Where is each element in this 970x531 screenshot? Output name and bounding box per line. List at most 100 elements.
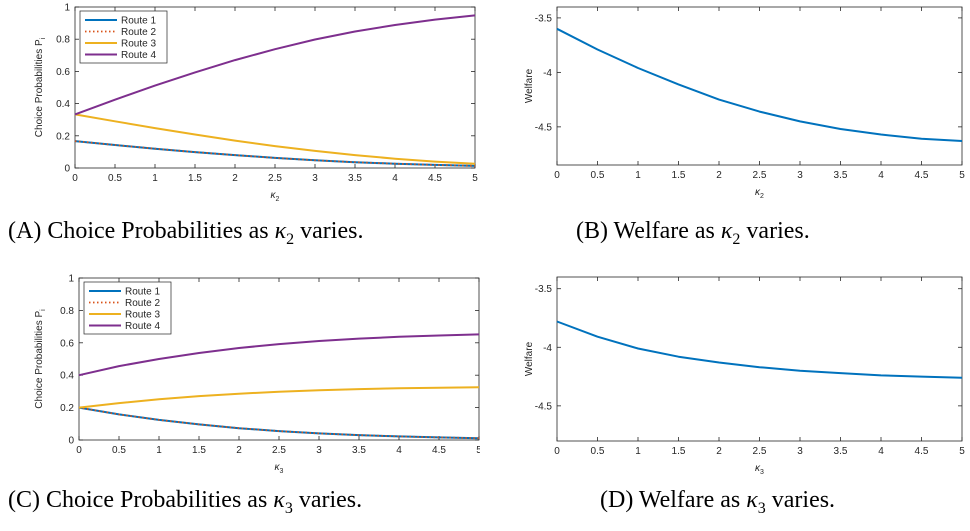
- y-tick-label: -4: [543, 343, 552, 354]
- x-tick-label: 3: [316, 445, 322, 456]
- x-tick-label: 1.5: [188, 173, 202, 184]
- x-axis-label-sub: 2: [276, 196, 280, 203]
- x-tick-label: 3.5: [834, 170, 848, 181]
- y-tick-label: 0.6: [60, 338, 74, 349]
- caption-a: (A) Choice Probabilities as κ2 varies.: [8, 218, 363, 249]
- x-tick-label: 0: [76, 445, 82, 456]
- x-tick-label: 5: [476, 445, 480, 456]
- x-tick-label: 1: [152, 173, 158, 184]
- y-tick-label: 0.8: [56, 35, 70, 46]
- x-tick-label: 2.5: [753, 446, 767, 457]
- x-tick-label: 2.5: [268, 173, 282, 184]
- caption-d-sub: 3: [757, 499, 766, 517]
- legend-label: Route 4: [125, 321, 160, 332]
- y-tick-label: 0.8: [60, 306, 74, 317]
- x-tick-label: 1.5: [672, 446, 686, 457]
- x-tick-label: 2.5: [753, 170, 767, 181]
- x-axis-label-sub: 3: [280, 468, 284, 475]
- x-tick-label: 0.5: [591, 446, 605, 457]
- x-tick-label: 2.5: [272, 445, 286, 456]
- x-axis-label: κ3: [755, 463, 764, 475]
- x-tick-label: 2: [232, 173, 238, 184]
- x-tick-label: 3: [797, 170, 803, 181]
- x-tick-label: 4.5: [915, 446, 929, 457]
- caption-c-sub: 3: [284, 499, 293, 517]
- series-line-1: [556, 320, 963, 379]
- y-axis-label-sub: i: [40, 37, 47, 39]
- y-tick-label: 0.2: [56, 131, 70, 142]
- x-tick-label: 1.5: [192, 445, 206, 456]
- y-axis-label-main: Choice Probabilities P: [34, 39, 45, 137]
- caption-c-prefix: (C) Choice Probabilities as: [8, 487, 268, 513]
- x-tick-label: 3.5: [834, 446, 848, 457]
- x-tick-label: 2: [716, 170, 722, 181]
- x-axis-label: κ3: [275, 462, 284, 475]
- x-axis-label-var: κ: [275, 462, 281, 473]
- x-axis-label-var: κ: [755, 187, 761, 198]
- chart-choice-probabilities-kappa2: 0 0.5 1 1.5 2 2.5 3 3.5 4 4.5 500.20.40.60.81κ2Cho…: [34, 3, 478, 204]
- y-axis-label: Choice Probabilities Pi: [34, 309, 47, 409]
- caption-d-prefix: (D) Welfare as: [600, 487, 741, 513]
- x-axis-label-sub: 2: [760, 193, 764, 200]
- caption-a-var: κ: [274, 218, 287, 244]
- x-tick-label: 4.5: [915, 170, 929, 181]
- y-tick-label: 0.4: [60, 371, 74, 382]
- y-tick-label: -4.5: [535, 122, 553, 133]
- x-tick-label: 5: [959, 446, 965, 457]
- legend-label: Route 3: [125, 309, 160, 320]
- y-tick-label: 0: [64, 164, 70, 175]
- x-tick-label: 0: [554, 170, 560, 181]
- series-line-3: [74, 113, 476, 165]
- plot-area: [556, 6, 963, 166]
- x-tick-label: 0.5: [108, 173, 122, 184]
- y-tick-label: 0.6: [56, 67, 70, 78]
- legend-label: Route 2: [121, 27, 156, 38]
- x-tick-label: 3: [797, 446, 803, 457]
- legend-label: Route 3: [121, 38, 156, 49]
- y-tick-label: -3.5: [535, 13, 553, 24]
- y-axis-label-sub: i: [40, 309, 47, 311]
- x-tick-label: 3: [312, 173, 318, 184]
- caption-b-suffix: varies.: [746, 218, 810, 244]
- y-tick-label: 1: [68, 274, 74, 285]
- y-tick-label: 0.2: [60, 403, 74, 414]
- series-line-3: [78, 386, 480, 409]
- y-tick-label: -3.5: [535, 284, 553, 295]
- y-tick-label: 0: [68, 436, 74, 447]
- plot-area: [556, 276, 963, 442]
- legend-label: Route 2: [125, 298, 160, 309]
- y-axis-label-main: Welfare: [524, 341, 535, 376]
- series-line-2: [78, 406, 480, 440]
- caption-b-var: κ: [720, 218, 733, 244]
- x-tick-label: 3.5: [348, 173, 362, 184]
- x-tick-label: 3.5: [352, 445, 366, 456]
- y-axis-label: Choice Probabilities Pi: [34, 37, 47, 137]
- series-line-2: [74, 140, 476, 167]
- x-tick-label: 1: [635, 446, 641, 457]
- x-tick-label: 4: [878, 170, 884, 181]
- y-tick-label: -4.5: [535, 401, 553, 412]
- y-axis-label-main: Choice Probabilities P: [34, 311, 45, 409]
- y-axis-label: Welfare: [524, 341, 535, 376]
- x-axis-label: κ2: [755, 187, 764, 200]
- legend-label: Route 1: [121, 15, 156, 26]
- x-axis-label-sub: 3: [760, 469, 764, 475]
- x-axis-label-var: κ: [755, 463, 761, 474]
- x-tick-label: 0.5: [112, 445, 126, 456]
- x-tick-label: 1.5: [672, 170, 686, 181]
- legend-label: Route 1: [125, 286, 160, 297]
- x-tick-label: 4.5: [432, 445, 446, 456]
- x-tick-label: 2: [716, 446, 722, 457]
- caption-a-suffix: varies.: [300, 218, 364, 244]
- caption-d-var: κ: [746, 487, 758, 513]
- y-tick-label: 0.4: [56, 99, 70, 110]
- x-tick-label: 1: [156, 445, 162, 456]
- x-tick-label: 2: [236, 445, 242, 456]
- caption-c-var: κ: [273, 487, 285, 513]
- caption-a-prefix: (A) Choice Probabilities as: [8, 218, 269, 244]
- caption-d-suffix: varies.: [771, 487, 836, 513]
- x-tick-label: 4: [878, 446, 884, 457]
- x-tick-label: 0: [72, 173, 78, 184]
